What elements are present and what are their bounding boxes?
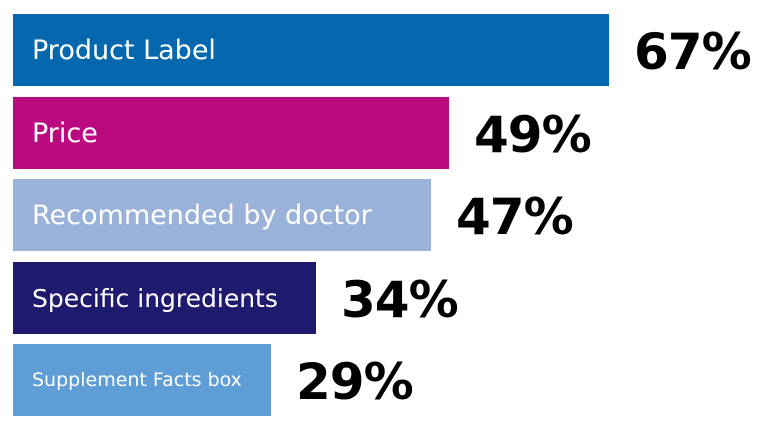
category-label: Supplement Facts box bbox=[32, 369, 242, 391]
bar-2: Recommended by doctor bbox=[13, 179, 431, 251]
value-label: 29% bbox=[296, 353, 414, 411]
bar-1: Price bbox=[13, 97, 449, 169]
value-label: 67% bbox=[634, 23, 752, 81]
value-label: 47% bbox=[456, 188, 574, 246]
category-label: Recommended by doctor bbox=[32, 199, 372, 231]
bar-4: Supplement Facts box bbox=[13, 344, 271, 416]
category-label: Price bbox=[32, 117, 98, 149]
bar-3: Specific ingredients bbox=[13, 262, 316, 334]
category-label: Specific ingredients bbox=[32, 283, 278, 313]
value-label: 34% bbox=[341, 271, 459, 329]
category-label: Product Label bbox=[32, 34, 216, 66]
value-label: 49% bbox=[474, 106, 592, 164]
bar-0: Product Label bbox=[13, 14, 609, 86]
